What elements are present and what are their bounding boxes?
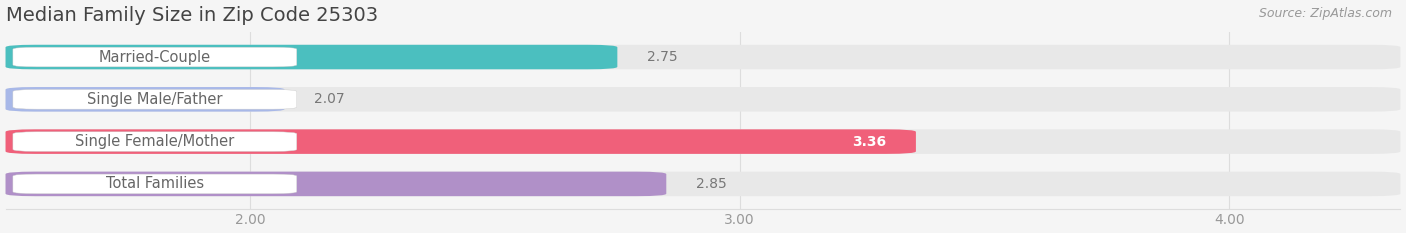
Text: 2.07: 2.07 (314, 92, 344, 106)
FancyBboxPatch shape (6, 129, 1400, 154)
Text: 3.36: 3.36 (852, 135, 887, 149)
FancyBboxPatch shape (13, 89, 297, 109)
FancyBboxPatch shape (6, 45, 617, 69)
Text: 2.75: 2.75 (647, 50, 678, 64)
Text: Single Male/Father: Single Male/Father (87, 92, 222, 107)
FancyBboxPatch shape (13, 132, 297, 151)
FancyBboxPatch shape (6, 129, 915, 154)
FancyBboxPatch shape (6, 172, 666, 196)
FancyBboxPatch shape (6, 45, 1400, 69)
FancyBboxPatch shape (6, 172, 1400, 196)
Text: Married-Couple: Married-Couple (98, 50, 211, 65)
Text: Total Families: Total Families (105, 176, 204, 191)
Text: Median Family Size in Zip Code 25303: Median Family Size in Zip Code 25303 (6, 6, 378, 24)
Text: Source: ZipAtlas.com: Source: ZipAtlas.com (1258, 7, 1392, 20)
FancyBboxPatch shape (6, 87, 1400, 112)
FancyBboxPatch shape (13, 47, 297, 67)
Text: Single Female/Mother: Single Female/Mother (75, 134, 235, 149)
FancyBboxPatch shape (13, 174, 297, 194)
Text: 2.85: 2.85 (696, 177, 727, 191)
FancyBboxPatch shape (6, 87, 284, 112)
